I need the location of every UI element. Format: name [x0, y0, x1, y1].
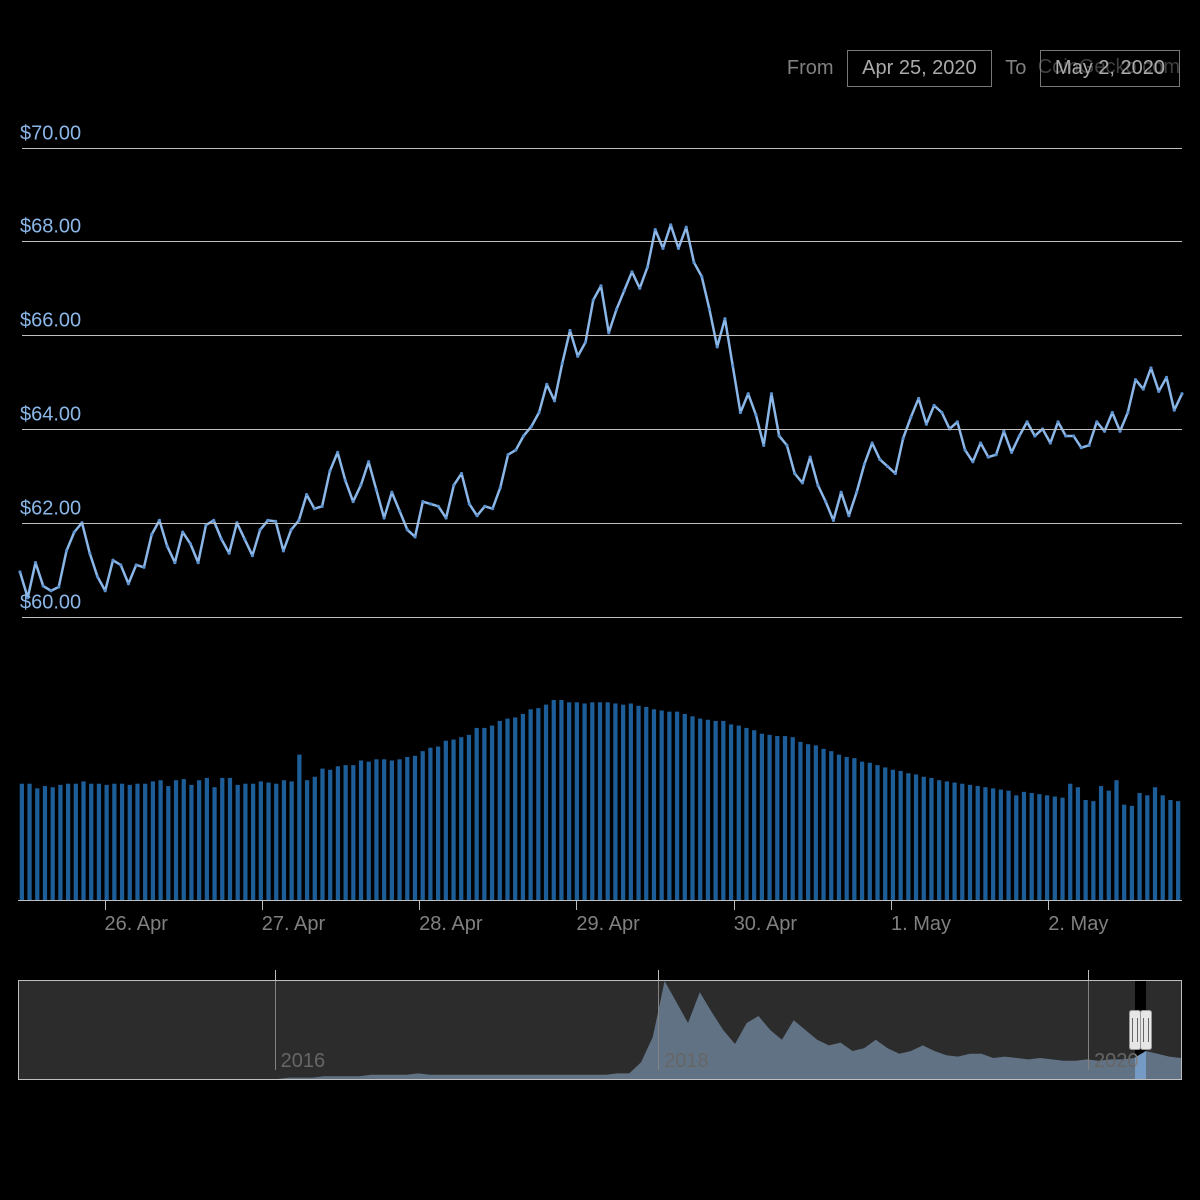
y-tick-label: $62.00	[20, 497, 81, 520]
gridline	[22, 241, 1182, 242]
navigator-handle-left[interactable]	[1129, 1010, 1141, 1049]
to-date-input[interactable]: May 2, 2020	[1040, 50, 1180, 87]
navigator-mask-left	[19, 981, 1135, 1079]
gridline	[22, 148, 1182, 149]
x-axis: 26. Apr27. Apr28. Apr29. Apr30. Apr1. Ma…	[18, 900, 1182, 941]
navigator[interactable]: 201620182020	[18, 980, 1182, 1080]
volume-bar-svg	[18, 700, 1182, 900]
gridline	[22, 335, 1182, 336]
date-range-row: From Apr 25, 2020 To May 2, 2020	[0, 50, 1180, 87]
gridline	[22, 617, 1182, 618]
y-tick-label: $68.00	[20, 216, 81, 239]
from-date-input[interactable]: Apr 25, 2020	[847, 50, 992, 87]
chart-container: CoinGecko.com From Apr 25, 2020 To May 2…	[0, 0, 1200, 1200]
y-tick-label: $64.00	[20, 403, 81, 426]
gridline	[22, 429, 1182, 430]
to-label: To	[1005, 57, 1026, 79]
volume-chart[interactable]	[18, 700, 1182, 900]
y-tick-label: $70.00	[20, 122, 81, 145]
navigator-handle-right[interactable]	[1140, 1010, 1152, 1049]
from-label: From	[787, 57, 834, 79]
y-tick-label: $66.00	[20, 310, 81, 333]
price-line-svg	[20, 110, 1182, 640]
y-tick-label: $60.00	[20, 591, 81, 614]
price-chart[interactable]: $60.00 $62.00 $64.00 $66.00 $68.00 $70.00	[20, 110, 1182, 640]
gridline	[22, 523, 1182, 524]
